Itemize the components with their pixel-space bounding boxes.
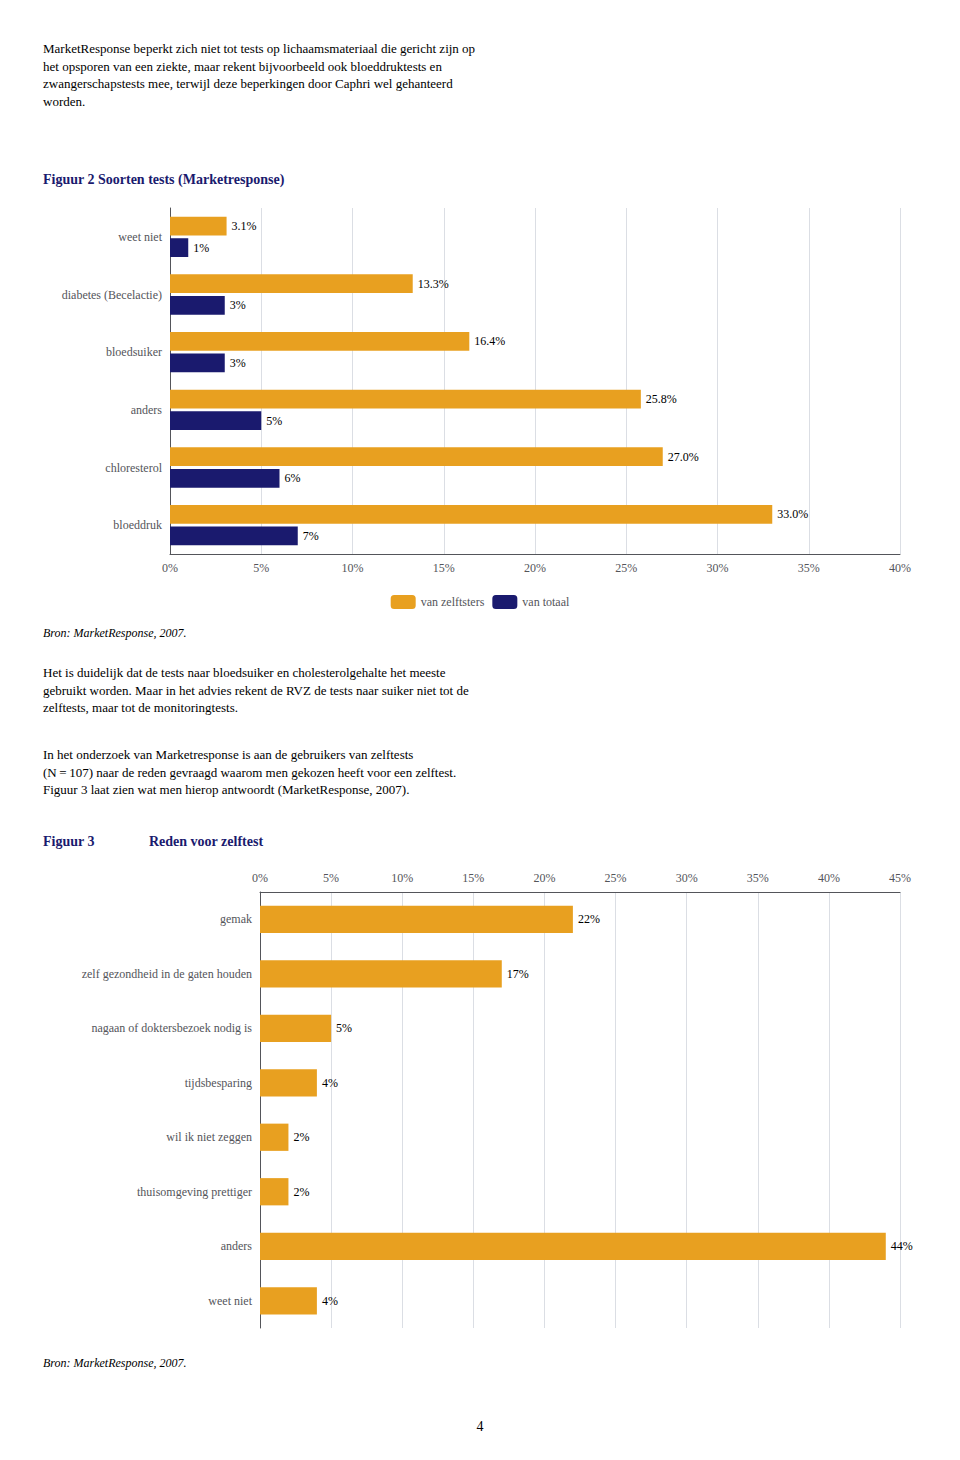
svg-text:3%: 3% [230, 356, 246, 370]
svg-text:20%: 20% [524, 561, 546, 575]
svg-text:thuisomgeving prettiger: thuisomgeving prettiger [137, 1185, 252, 1199]
svg-text:gemak: gemak [220, 912, 252, 926]
html-text:Het is duidelijk dat de tests: Het is duidelijk dat de tests naar bloed… [43, 665, 469, 716]
svg-text:4%: 4% [322, 1076, 338, 1090]
svg-text:zelf gezondheid in de gaten ho: zelf gezondheid in de gaten houden [82, 967, 252, 981]
svg-text:5%: 5% [266, 414, 282, 428]
svg-text:30%: 30% [676, 871, 698, 885]
svg-text:wil ik niet zeggen: wil ik niet zeggen [166, 1130, 252, 1144]
html-text:Figuur 3: Figuur 3 [43, 834, 95, 849]
svg-text:10%: 10% [391, 871, 413, 885]
svg-text:25.8%: 25.8% [646, 392, 677, 406]
svg-text:13.3%: 13.3% [418, 277, 449, 291]
svg-text:nagaan of doktersbezoek nodig: nagaan of doktersbezoek nodig is [91, 1021, 252, 1035]
html-text:Reden voor zelftest: Reden voor zelftest [149, 834, 263, 849]
html-text:In het onderzoek van Marketres: In het onderzoek van Marketresponse is a… [43, 747, 457, 798]
svg-text:0%: 0% [252, 871, 268, 885]
svg-text:16.4%: 16.4% [474, 334, 505, 348]
svg-text:33.0%: 33.0% [777, 507, 808, 521]
svg-text:5%: 5% [323, 871, 339, 885]
svg-text:27.0%: 27.0% [668, 450, 699, 464]
html-text:Bron: MarketResponse, 2007.: Bron: MarketResponse, 2007. [43, 1356, 187, 1370]
svg-text:tijdsbesparing: tijdsbesparing [185, 1076, 252, 1090]
svg-text:10%: 10% [342, 561, 364, 575]
svg-text:30%: 30% [707, 561, 729, 575]
svg-text:anders: anders [221, 1239, 253, 1253]
svg-text:6%: 6% [285, 471, 301, 485]
svg-text:0%: 0% [162, 561, 178, 575]
svg-text:3%: 3% [230, 298, 246, 312]
svg-text:5%: 5% [336, 1021, 352, 1035]
html-text:MarketResponse beperkt zich ni: MarketResponse beperkt zich niet tot tes… [43, 41, 476, 109]
svg-text:25%: 25% [605, 871, 627, 885]
svg-text:3.1%: 3.1% [232, 219, 257, 233]
svg-text:45%: 45% [889, 871, 911, 885]
svg-text:anders: anders [131, 403, 163, 417]
svg-text:weet niet: weet niet [118, 230, 162, 244]
svg-text:44%: 44% [891, 1239, 913, 1253]
svg-text:van zelftsters: van zelftsters [421, 595, 485, 609]
svg-text:2%: 2% [293, 1185, 309, 1199]
svg-text:20%: 20% [533, 871, 555, 885]
svg-text:35%: 35% [798, 561, 820, 575]
svg-text:2%: 2% [293, 1130, 309, 1144]
svg-text:35%: 35% [747, 871, 769, 885]
svg-text:van totaal: van totaal [522, 595, 570, 609]
svg-text:15%: 15% [462, 871, 484, 885]
svg-text:17%: 17% [507, 967, 529, 981]
svg-text:4%: 4% [322, 1294, 338, 1308]
svg-text:bloeddruk: bloeddruk [113, 518, 162, 532]
svg-text:15%: 15% [433, 561, 455, 575]
svg-text:5%: 5% [253, 561, 269, 575]
svg-text:chloresterol: chloresterol [105, 461, 162, 475]
svg-text:40%: 40% [818, 871, 840, 885]
svg-text:diabetes (Becelactie): diabetes (Becelactie) [62, 288, 162, 302]
svg-text:7%: 7% [303, 529, 319, 543]
svg-text:weet niet: weet niet [208, 1294, 252, 1308]
html-text:Figuur 2 Soorten tests (Market: Figuur 2 Soorten tests (Marketresponse) [43, 172, 285, 187]
svg-text:25%: 25% [615, 561, 637, 575]
svg-text:1%: 1% [193, 241, 209, 255]
svg-text:22%: 22% [578, 912, 600, 926]
svg-text:40%: 40% [889, 561, 911, 575]
svg-text:bloedsuiker: bloedsuiker [106, 345, 162, 359]
html-text:4: 4 [476, 1419, 484, 1434]
html-text:Bron: MarketResponse, 2007.: Bron: MarketResponse, 2007. [43, 626, 187, 640]
